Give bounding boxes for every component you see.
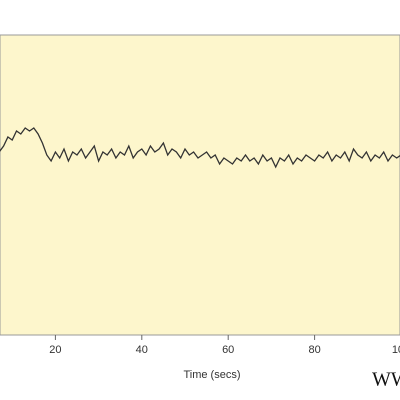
x-tick-label: 20 [49, 344, 61, 356]
x-tick-label: 60 [222, 344, 234, 356]
x-tick-label: 40 [136, 344, 148, 356]
plot-area [0, 34, 400, 336]
x-tick-label: 100 [392, 344, 400, 356]
watermark: WW [372, 369, 400, 391]
x-axis-title: Time (secs) [183, 369, 240, 381]
signal-line [0, 127, 400, 169]
x-tick-label: 80 [308, 344, 320, 356]
